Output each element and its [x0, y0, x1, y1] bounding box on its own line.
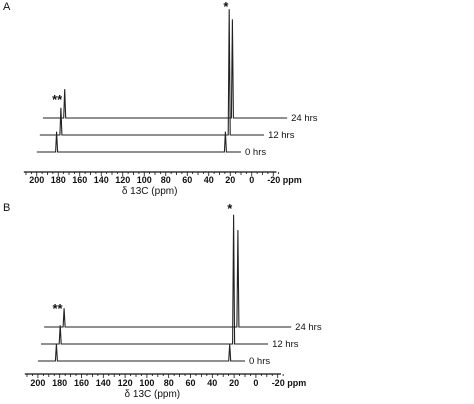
x-tick-label: 180: [52, 378, 67, 388]
panel-label: A: [3, 1, 11, 13]
peak-annotation: *: [223, 0, 229, 14]
x-tick-label: 40: [207, 378, 217, 388]
x-tick-label: 40: [204, 175, 214, 185]
x-tick-label: 200: [29, 175, 44, 185]
x-tick-label: 140: [94, 175, 109, 185]
x-tick-label: 180: [51, 175, 66, 185]
spectrum-trace-24-hrs: [44, 230, 292, 328]
x-axis-title: δ 13C (ppm): [125, 389, 181, 400]
trace-label: 12 hrs: [268, 130, 295, 141]
x-tick-label: -20 ppm: [267, 175, 302, 185]
x-tick-label: 140: [96, 378, 111, 388]
trace-label: 12 hrs: [272, 339, 299, 350]
peak-annotation: *: [227, 201, 233, 216]
x-tick-label: 200: [30, 378, 45, 388]
x-tick-label: 0: [249, 175, 254, 185]
trace-label: 24 hrs: [291, 113, 318, 124]
spectrum-trace-0-hrs: [36, 131, 241, 153]
x-tick-label: 60: [182, 175, 192, 185]
x-tick-label: 100: [137, 175, 152, 185]
x-axis-title: δ 13C (ppm): [122, 186, 178, 197]
x-tick-label: 160: [72, 175, 87, 185]
x-tick-label: 0: [253, 378, 258, 388]
spectrum-trace-12-hrs: [41, 214, 269, 345]
spectrum-trace-24-hrs: [42, 19, 288, 119]
x-tick-label: 120: [115, 175, 130, 185]
x-tick-label: 120: [118, 378, 133, 388]
x-tick-label: -20 ppm: [272, 378, 307, 388]
x-tick-label: 60: [185, 378, 195, 388]
spectrum-trace-12-hrs: [39, 9, 265, 136]
x-tick-label: 80: [164, 378, 174, 388]
x-tick-label: 80: [161, 175, 171, 185]
spectrum-trace-0-hrs: [37, 343, 245, 362]
x-tick-label: 160: [74, 378, 89, 388]
trace-label: 0 hrs: [245, 147, 266, 158]
x-tick-label: 20: [225, 175, 235, 185]
trace-label: 0 hrs: [249, 356, 270, 367]
panel-label: B: [3, 202, 10, 214]
x-tick-label: 100: [139, 378, 154, 388]
trace-label: 24 hrs: [295, 322, 322, 333]
x-tick-label: 20: [229, 378, 239, 388]
peak-annotation: **: [52, 92, 63, 107]
peak-annotation: **: [52, 301, 63, 316]
